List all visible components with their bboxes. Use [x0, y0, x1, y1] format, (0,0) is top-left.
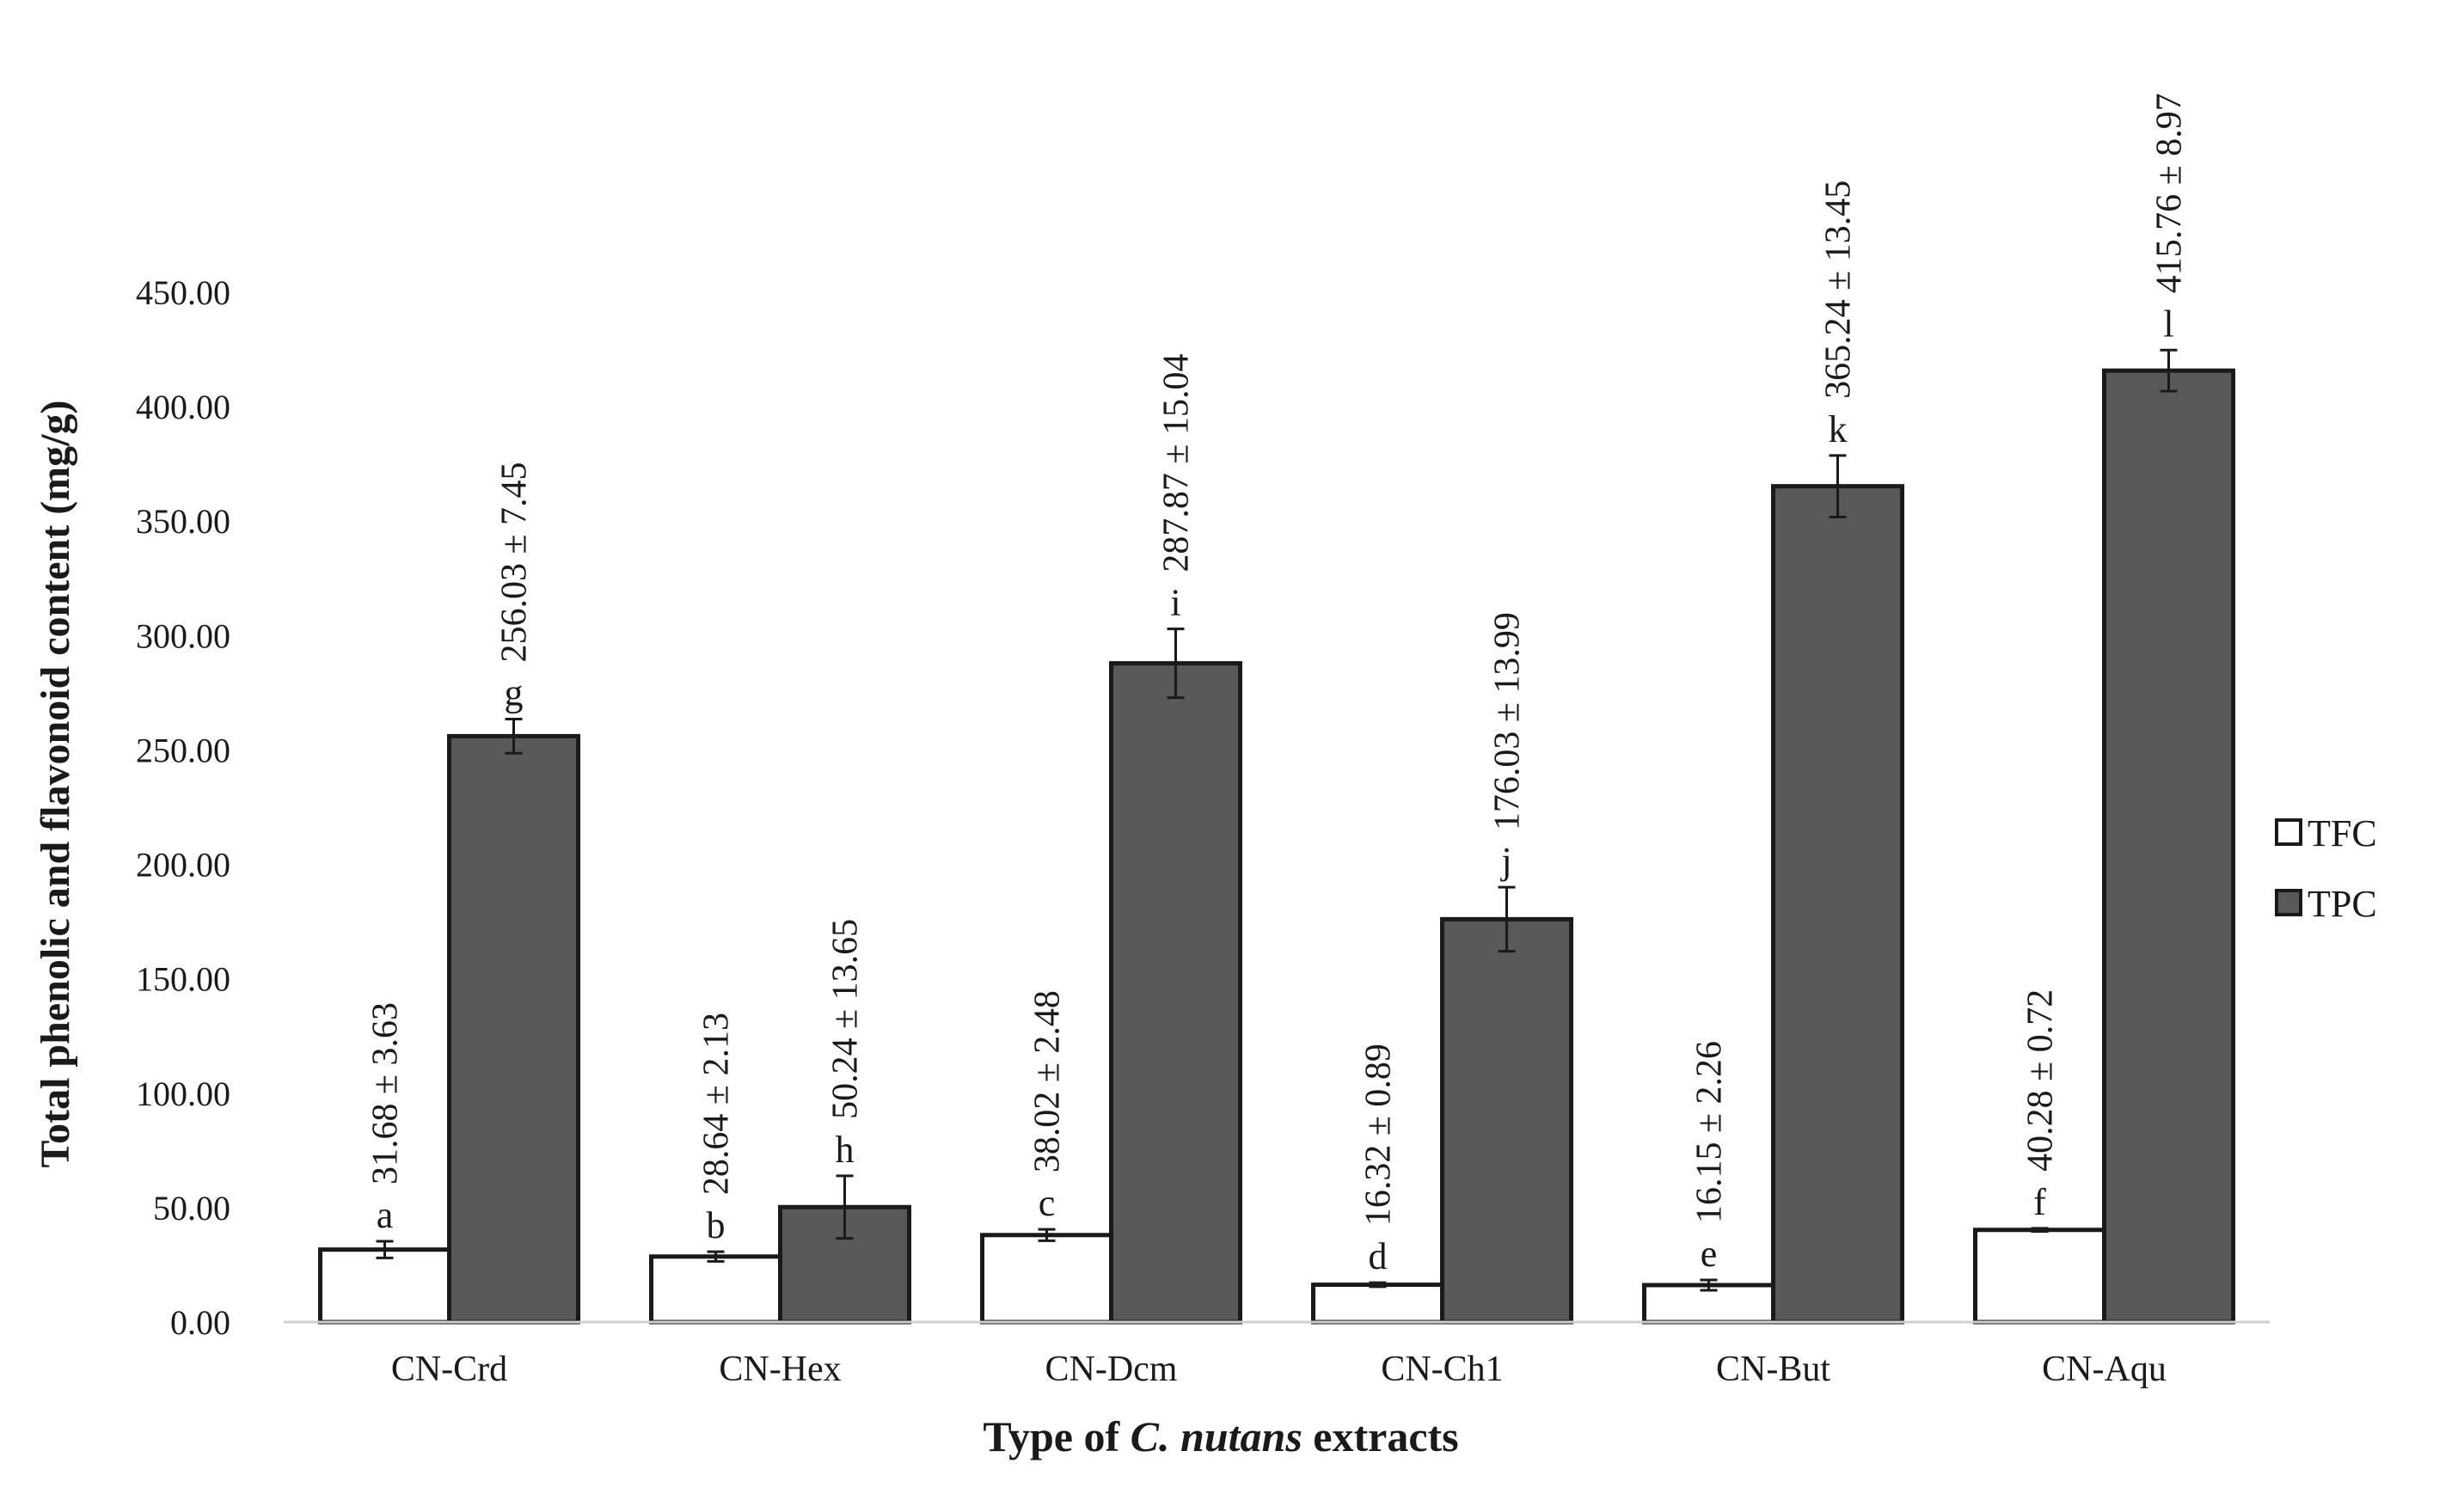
y-tick-label: 350.00	[136, 502, 230, 541]
significance-letter: j	[1499, 840, 1511, 882]
y-tick-label: 200.00	[136, 846, 230, 885]
legend: TFC TPC	[2275, 812, 2377, 925]
y-axis-title: Total phenolic and flavonoid content (mg…	[33, 401, 78, 1168]
significance-letter: b	[707, 1204, 726, 1246]
data-label-tpc: 176.03 ± 13.99	[1488, 612, 1528, 830]
x-axis-title-italic: C. nutans	[1131, 1412, 1302, 1460]
bar-tfc	[1311, 1283, 1444, 1325]
y-tick-label: 50.00	[153, 1189, 230, 1228]
x-axis-title: Type of C. nutans extracts	[983, 1412, 1458, 1460]
data-label-tfc: 28.64 ± 2.13	[697, 1013, 737, 1195]
x-category-label: CN-Aqu	[2042, 1350, 2167, 1389]
y-tick-label: 250.00	[136, 731, 230, 769]
bar-tpc	[2102, 368, 2235, 1325]
data-label-tpc: 256.03 ± 7.45	[495, 462, 535, 662]
x-category-label: CN-Hex	[719, 1350, 841, 1389]
x-category-label: CN-Ch1	[1381, 1350, 1503, 1389]
significance-letter: i	[1170, 582, 1180, 624]
legend-label-tfc: TFC	[2308, 812, 2377, 854]
x-axis-title-prefix: Type of	[983, 1412, 1130, 1460]
data-label-tfc: 16.15 ± 2.26	[1690, 1041, 1730, 1223]
y-tick-label: 300.00	[136, 616, 230, 655]
bar-tfc	[649, 1254, 782, 1325]
data-label-tfc: 40.28 ± 0.72	[2021, 989, 2061, 1172]
significance-letter: h	[836, 1129, 855, 1171]
significance-letter: a	[377, 1194, 394, 1236]
data-label-tpc: 50.24 ± 13.65	[826, 919, 866, 1119]
data-label-tpc: 365.24 ± 13.45	[1819, 181, 1859, 399]
x-category-label: CN-But	[1716, 1350, 1830, 1389]
x-category-label: CN-Crd	[391, 1350, 507, 1389]
x-category-label: CN-Dcm	[1045, 1350, 1178, 1389]
legend-swatch-tfc	[2275, 818, 2302, 846]
significance-letter: f	[2033, 1181, 2046, 1223]
bars: a 31.68 ± 3.63 g 256.03 ± 7.45 b 28.64 ± 2.13…	[318, 93, 2235, 1325]
y-tick-label: 100.00	[136, 1075, 230, 1113]
bar-tfc	[318, 1247, 451, 1325]
significance-letter: g	[505, 672, 524, 714]
significance-letter: c	[1039, 1182, 1056, 1224]
data-label-tfc: 16.32 ± 0.89	[1359, 1044, 1399, 1226]
legend-label-tpc: TPC	[2308, 883, 2377, 925]
bar-tfc	[1973, 1228, 2106, 1325]
significance-letter: k	[1829, 408, 1848, 450]
y-tick-label: 150.00	[136, 960, 230, 999]
significance-letter: e	[1701, 1233, 1718, 1275]
data-label-tfc: 31.68 ± 3.63	[366, 1002, 406, 1185]
y-tick-label: 0.00	[170, 1303, 230, 1342]
x-axis: CN-Crd CN-Hex CN-Dcm CN-Ch1 CN-But CN-Aqu	[284, 1320, 2270, 1389]
bar-tpc	[1109, 661, 1242, 1325]
y-axis: 0.00 50.00 100.00 150.00 200.00 250.00 300.00 3…	[136, 273, 230, 1342]
bar-tpc	[1771, 484, 1904, 1325]
significance-letter: l	[2163, 303, 2173, 345]
significance-letter: d	[1369, 1235, 1388, 1277]
bar-tpc	[447, 733, 580, 1325]
data-label-tfc: 38.02 ± 2.48	[1028, 990, 1068, 1173]
data-label-tpc: 287.87 ± 15.04	[1157, 354, 1197, 572]
legend-swatch-tpc	[2275, 889, 2302, 916]
bar-tpc	[1440, 916, 1573, 1325]
y-tick-label: 400.00	[136, 388, 230, 426]
bar-tfc	[980, 1233, 1113, 1325]
y-tick-label: 450.00	[136, 273, 230, 312]
x-axis-title-suffix: extracts	[1302, 1412, 1459, 1460]
data-label-tpc: 415.76 ± 8.97	[2150, 93, 2190, 293]
